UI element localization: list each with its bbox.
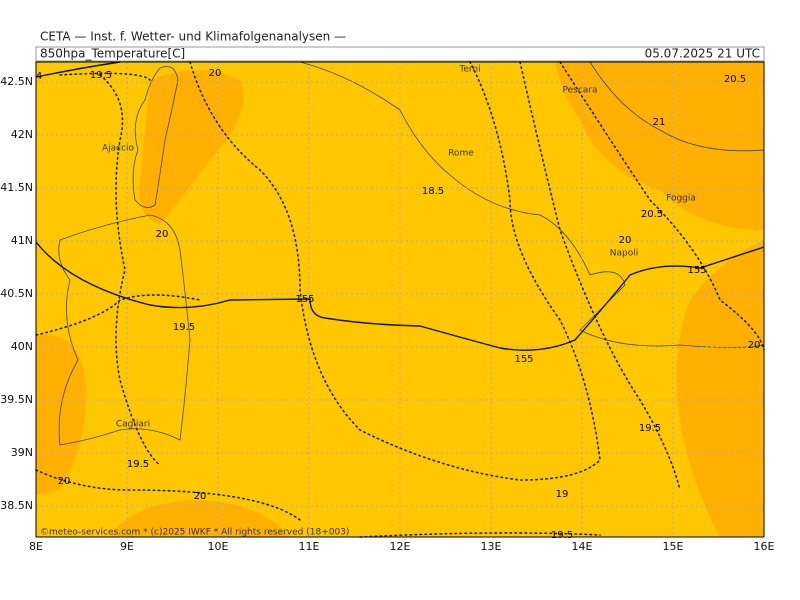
- contour-label: 20.5: [724, 74, 746, 85]
- lon-label: 11E: [299, 540, 320, 553]
- lat-label: 41N: [11, 234, 33, 247]
- contour-label: 19.5: [90, 70, 112, 81]
- contour-label: 19.5: [639, 423, 661, 434]
- contour-label: 19.5: [127, 459, 149, 470]
- header-title: CETA — Inst. f. Wetter- und Klimafolgena…: [40, 30, 346, 44]
- place-name: Foggia: [666, 194, 696, 204]
- place-name: Pescara: [562, 86, 597, 96]
- lon-label: 12E: [390, 540, 411, 553]
- lon-label: 14E: [572, 540, 593, 553]
- lat-label: 42N: [11, 128, 33, 141]
- coastline: [58, 214, 191, 446]
- coastline: [132, 66, 179, 208]
- lat-label: 40.5N: [0, 287, 33, 300]
- lat-label: 41.5N: [0, 181, 33, 194]
- warm-area: [110, 500, 290, 537]
- map-frame: [35, 61, 765, 538]
- height-contour: [35, 61, 765, 351]
- warm-area: [676, 240, 764, 537]
- contour-label: 155: [687, 265, 706, 276]
- coastline: [299, 61, 765, 348]
- map: [35, 61, 765, 538]
- contour-label: 20: [156, 229, 169, 240]
- lon-label: 16E: [754, 540, 775, 553]
- lon-label: 8E: [29, 540, 43, 553]
- lat-label: 38.5N: [0, 499, 33, 512]
- contour-label: 20.5: [641, 209, 663, 220]
- lon-label: 15E: [663, 540, 684, 553]
- place-name: Rome: [448, 149, 474, 159]
- valid-time: 05.07.2025 21 UTC: [645, 47, 760, 61]
- contour-label: 20: [194, 491, 207, 502]
- contour-label: 155: [514, 354, 533, 365]
- contour-label: 19.5: [551, 530, 573, 541]
- contour-label: 155: [295, 294, 314, 305]
- contour-label: 20: [748, 340, 761, 351]
- warm-area: [36, 334, 86, 495]
- lon-label: 13E: [481, 540, 502, 553]
- place-name: Cagliari: [116, 420, 150, 430]
- contour-label: 21: [653, 117, 666, 128]
- place-name: Napoli: [610, 249, 638, 259]
- contour-label: 20: [58, 476, 71, 487]
- contour-label: 19: [556, 489, 569, 500]
- contour-label: 20: [209, 68, 222, 79]
- place-name: Terni: [458, 65, 480, 75]
- contour-label: 4: [36, 71, 42, 82]
- field-name: 850hpa_Temperature[C]: [40, 47, 185, 61]
- contour-label: 20: [619, 235, 632, 246]
- lat-label: 40N: [11, 340, 33, 353]
- copyright: ©meteo-services.com * (c)2025 IWKF * All…: [40, 528, 349, 538]
- lat-label: 42.5N: [0, 75, 33, 88]
- isotherm: [35, 61, 765, 538]
- lat-label: 39.5N: [0, 393, 33, 406]
- contour-label: 19.5: [173, 322, 195, 333]
- header-box: [35, 46, 765, 62]
- contour-label: 18.5: [422, 186, 444, 197]
- lat-label: 39N: [11, 446, 33, 459]
- lon-label: 9E: [120, 540, 134, 553]
- lon-label: 10E: [208, 540, 229, 553]
- place-name: Ajaccio: [102, 144, 135, 154]
